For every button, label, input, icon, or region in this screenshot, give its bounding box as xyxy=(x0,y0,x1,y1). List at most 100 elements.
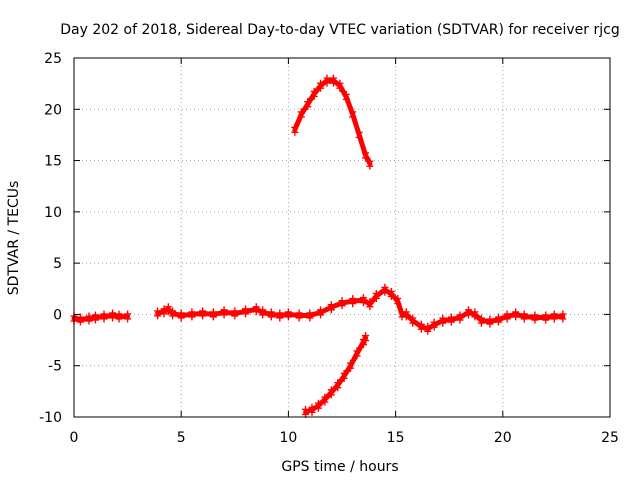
x-axis-title: GPS time / hours xyxy=(281,459,398,475)
data-point xyxy=(297,113,305,121)
data-point xyxy=(242,310,250,318)
data-point xyxy=(362,154,370,162)
y-tick-label: 15 xyxy=(44,154,62,170)
data-point xyxy=(387,292,395,300)
data-point xyxy=(430,323,438,331)
data-point xyxy=(477,319,485,327)
data-point xyxy=(334,384,342,392)
data-point xyxy=(124,315,132,323)
x-tick-label: 20 xyxy=(494,430,512,446)
y-tick-label: 10 xyxy=(44,205,62,221)
x-tick-label: 25 xyxy=(601,430,619,446)
y-tick-label: -5 xyxy=(48,359,62,375)
data-point xyxy=(359,299,367,307)
data-point xyxy=(366,303,374,311)
data-point xyxy=(276,314,284,322)
grid-lines xyxy=(74,58,610,417)
data-point xyxy=(160,310,168,318)
data-point xyxy=(359,341,367,349)
data-point xyxy=(304,103,312,111)
y-tick-label: 5 xyxy=(53,256,62,272)
data-point xyxy=(456,316,464,324)
data-point xyxy=(308,408,316,416)
series-segment-early xyxy=(70,309,132,326)
data-point xyxy=(486,320,494,328)
data-point xyxy=(220,311,228,319)
x-tick-label: 15 xyxy=(387,430,405,446)
data-point xyxy=(372,294,380,302)
data-point xyxy=(259,311,267,319)
series-main-track xyxy=(154,283,567,335)
data-point xyxy=(338,302,346,310)
data-point xyxy=(464,311,472,319)
data-point xyxy=(109,314,117,322)
data-point xyxy=(85,317,93,325)
data-point xyxy=(340,374,348,382)
data-point xyxy=(317,311,325,319)
data-point xyxy=(291,128,299,136)
data-point xyxy=(349,113,357,121)
data-point xyxy=(115,315,123,323)
data-point xyxy=(317,84,325,92)
x-tick-label: 10 xyxy=(279,430,297,446)
data-point xyxy=(355,133,363,141)
data-point xyxy=(329,79,337,87)
data-point xyxy=(495,318,503,326)
data-point xyxy=(503,315,511,323)
data-point xyxy=(394,300,402,308)
data-point xyxy=(321,398,329,406)
data-point xyxy=(188,313,196,321)
y-tick-label: 0 xyxy=(53,307,62,323)
data-series xyxy=(70,74,567,418)
data-point xyxy=(349,300,357,308)
data-point xyxy=(347,364,355,372)
chart-title: Day 202 of 2018, Sidereal Day-to-day VTE… xyxy=(60,22,619,38)
data-point xyxy=(353,352,361,360)
data-point xyxy=(169,312,177,320)
data-point xyxy=(362,337,370,345)
data-point xyxy=(471,313,479,321)
data-point xyxy=(231,312,239,320)
plot-frame xyxy=(73,57,611,418)
data-point xyxy=(366,162,374,170)
data-point xyxy=(177,314,185,322)
data-point xyxy=(550,315,558,323)
data-point xyxy=(402,313,410,321)
x-tick-label: 5 xyxy=(177,430,186,446)
data-point xyxy=(417,325,425,333)
data-point xyxy=(542,316,550,324)
data-point xyxy=(439,319,447,327)
data-point xyxy=(323,79,331,87)
x-tick-labels: 0 5 10 15 20 25 xyxy=(70,430,619,446)
data-point xyxy=(327,391,335,399)
y-axis-title: SDTVAR / TECUs xyxy=(6,181,22,296)
data-point xyxy=(409,319,417,327)
y-tick-label: 20 xyxy=(44,102,62,118)
data-point xyxy=(327,306,335,314)
data-point xyxy=(336,84,344,92)
series-lower-branch xyxy=(302,332,370,418)
data-point xyxy=(284,313,292,321)
y-tick-label: -10 xyxy=(39,410,62,426)
x-tick-label: 0 xyxy=(70,430,79,446)
y-tick-label: 25 xyxy=(44,51,62,67)
series-upper-arc xyxy=(291,74,374,170)
data-point xyxy=(306,314,314,322)
series-track xyxy=(71,313,131,323)
series-track xyxy=(155,287,566,332)
data-point xyxy=(559,315,567,323)
data-point xyxy=(267,313,275,321)
data-point xyxy=(512,313,520,321)
data-point xyxy=(199,312,207,320)
data-point xyxy=(164,308,172,316)
data-point xyxy=(381,288,389,296)
data-point xyxy=(314,404,322,412)
data-point xyxy=(295,314,303,322)
data-point xyxy=(91,316,99,324)
data-point xyxy=(100,315,108,323)
data-point xyxy=(154,312,162,320)
data-point xyxy=(424,327,432,335)
data-point xyxy=(252,308,260,316)
data-point xyxy=(209,313,217,321)
